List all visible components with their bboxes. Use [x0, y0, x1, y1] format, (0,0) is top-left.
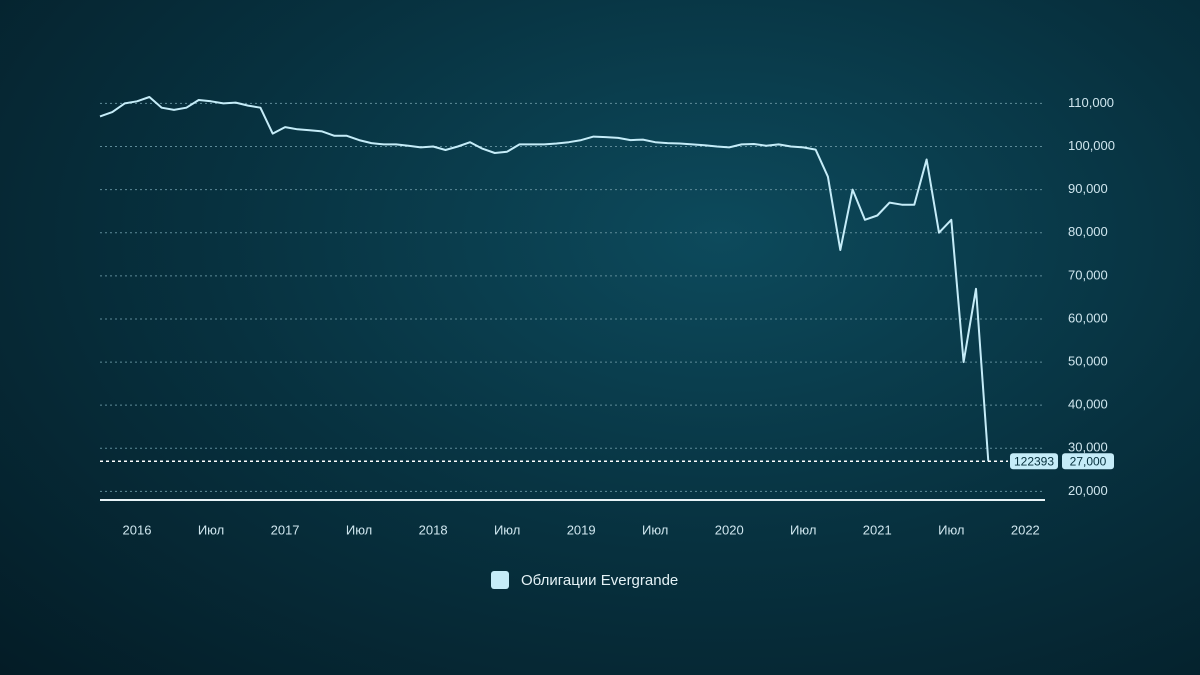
reference-box — [1062, 453, 1114, 470]
y-tick-label: 70,000 — [1068, 267, 1108, 282]
annotation-box — [1010, 453, 1058, 470]
y-tick-label: 110,000 — [1068, 95, 1114, 110]
y-tick-label: 40,000 — [1068, 397, 1108, 412]
annotation: 122393 — [1014, 454, 1054, 468]
x-tick-label: Июл — [642, 522, 668, 537]
legend-swatch — [491, 571, 509, 589]
x-tick-label: Июл — [346, 522, 372, 537]
series-line — [99, 96, 990, 462]
x-tick-label: 2017 — [271, 522, 300, 537]
y-tick-label: 20,000 — [1068, 483, 1108, 498]
x-tick-label: 2020 — [715, 522, 744, 537]
y-tick-label: 60,000 — [1068, 310, 1108, 325]
legend-label: Облигации Evergrande — [521, 572, 678, 589]
x-tick-label: Июл — [790, 522, 816, 537]
x-tick-label: 2016 — [123, 522, 152, 537]
y-tick-label: 30,000 — [1068, 440, 1108, 455]
x-tick-label: 2021 — [863, 522, 892, 537]
y-tick-label: 100,000 — [1068, 138, 1115, 153]
reference-label: 27,000 — [1070, 454, 1107, 468]
y-tick-label: 90,000 — [1068, 181, 1108, 196]
x-tick-label: 2018 — [419, 522, 448, 537]
x-tick-label: Июл — [198, 522, 224, 537]
y-tick-label: 80,000 — [1068, 224, 1108, 239]
x-tick-label: Июл — [494, 522, 520, 537]
x-tick-label: 2022 — [1011, 522, 1040, 537]
y-tick-label: 50,000 — [1068, 354, 1108, 369]
x-tick-label: Июл — [938, 522, 964, 537]
x-tick-label: 2019 — [567, 522, 596, 537]
